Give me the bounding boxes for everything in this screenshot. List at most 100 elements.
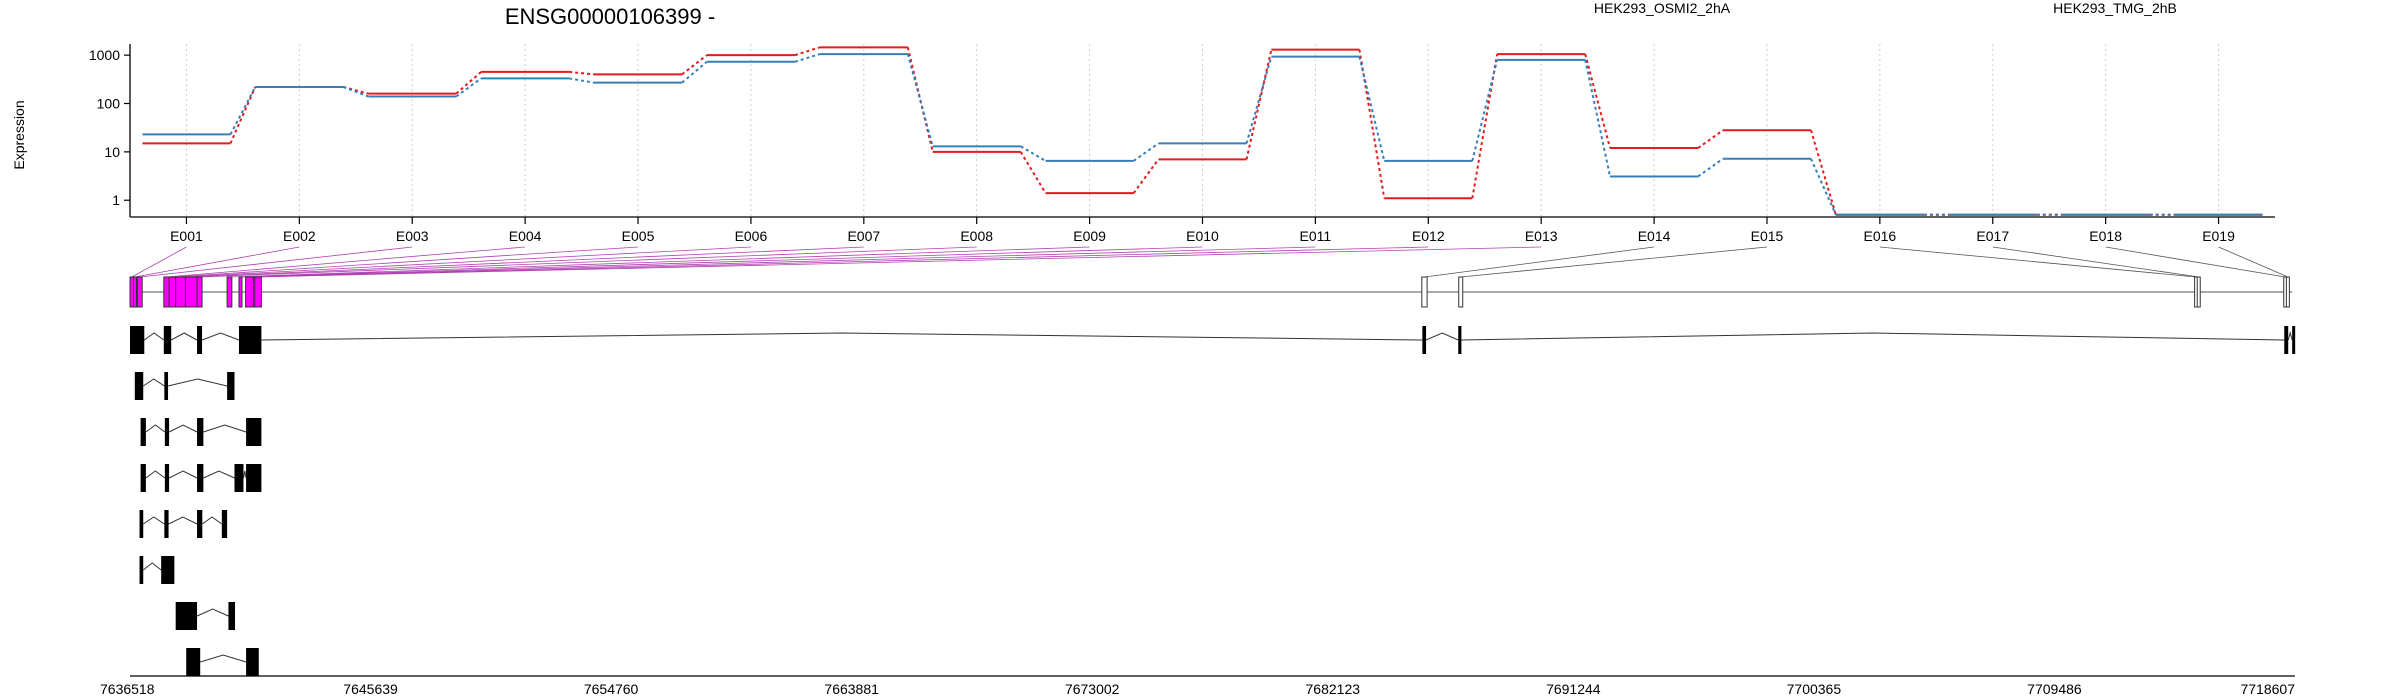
transcript-intron [196,608,229,617]
genomic-tick-label: 7663881 [824,681,879,697]
grid-layer [185,44,2220,217]
transcript-exon [246,418,262,446]
series-connector [1697,129,1724,149]
genomic-tick-label: 7691244 [1546,681,1601,697]
exon-box [132,276,137,308]
transcript-exon [2292,326,2296,354]
transcript-exon [139,510,144,538]
series-connector [1133,142,1160,162]
connector-layer [131,246,2289,278]
transcript-exon [164,372,169,400]
transcript-exon [197,418,204,446]
exon-connector [134,246,300,278]
exon-connector [240,246,1203,278]
exon-connector [166,246,526,278]
transcript-intron [203,470,235,479]
genomic-tick-label: 7700365 [1787,681,1842,697]
x-tick-label: E003 [396,228,429,244]
y-tick-label: 10 [104,144,120,160]
genomic-axis-layer: 7636518 7645639 7654760 7663881 7673002 76821… [100,675,2295,697]
transcript-exon [139,556,144,584]
transcript-intron [142,562,162,571]
transcript-intron [202,516,223,525]
x-tick-label: E015 [1751,228,1784,244]
transcript-intron [200,654,247,663]
exon-box [2285,276,2290,308]
transcript-exon [186,648,201,676]
exon-box [129,276,134,308]
exon-connector [1460,246,1768,278]
x-tick-label: E008 [960,228,993,244]
transcript-exon [228,602,236,630]
exon-connector [180,246,751,278]
axis-layer: 1 10 100 1000 E001 E002 E003 E004 E005 E006 E007 E0… [89,44,2275,244]
series-connector [455,77,482,98]
exon-box [184,276,198,308]
x-tick-label: E016 [1864,228,1897,244]
series-connector [1358,49,1386,199]
exon-box [168,276,177,308]
genomic-tick-label: 7709486 [2027,681,2082,697]
x-tick-label: E001 [170,228,203,244]
transcript-exon [130,326,145,354]
exon-connector [131,246,187,278]
chart-title: ENSG00000106399 - [505,4,715,29]
genomic-tick-label: 7636518 [100,681,155,697]
genomic-tick-label: 7645639 [343,681,398,697]
transcript-exon [221,510,228,538]
series-connector [681,54,708,76]
exon-connector [191,246,864,278]
transcript-layer [130,326,2296,676]
series-connector [569,70,595,76]
transcript-intron [261,332,1423,341]
series-connector [1810,158,1837,216]
transcript-intron [168,470,198,479]
series-connector [1358,56,1386,162]
transcript-intron [201,332,240,341]
transcript-exon [246,648,259,676]
x-tick-label: E019 [2202,228,2235,244]
series-connector [1810,129,1837,216]
series-connector [1019,151,1047,194]
transcript-exon [134,372,144,400]
transcript-exon [227,372,235,400]
transcript-exon [164,464,170,492]
transcript-exon [1422,326,1427,354]
exon-box [136,276,143,308]
x-tick-label: E014 [1638,228,1671,244]
transcript-intron [142,516,165,525]
series-connector [1245,49,1273,160]
transcript-intron [145,424,166,433]
exon-connector [2105,246,2286,278]
transcript-intron [168,516,198,525]
series-connector [229,86,257,135]
x-tick-label: E011 [1300,228,1332,244]
transcript-exon [164,418,170,446]
transcript-exon [175,602,198,630]
exon-box [226,276,233,308]
transcript-exon [163,326,172,354]
legend-label-series-1: HEK293_OSMI2_2hA [1594,0,1731,16]
x-tick-label: E005 [622,228,655,244]
exon-box [175,276,186,308]
exon-box [254,276,262,308]
transcript-exon [234,464,244,492]
genomic-tick-label: 7682123 [1306,681,1361,697]
transcript-intron [170,332,198,341]
series-connector [343,86,369,98]
transcript-exon [246,464,262,492]
series-connector [1471,53,1499,199]
x-tick-label: E010 [1186,228,1219,244]
transcript-exon [2284,326,2289,354]
series-connector [794,53,821,63]
exon-connector [1424,246,1655,278]
exon-connector [2218,246,2289,278]
x-tick-label: E013 [1525,228,1558,244]
transcript-exon [197,464,204,492]
y-tick-label: 1000 [89,47,120,63]
transcript-exon [1458,326,1462,354]
exon-connector [229,246,1090,278]
series-connector [794,46,821,57]
series-connector [1584,53,1612,149]
